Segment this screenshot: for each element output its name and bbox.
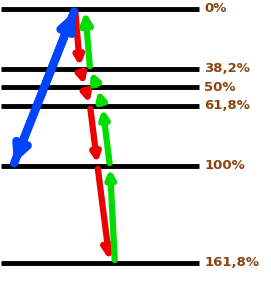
- Text: 161,8%: 161,8%: [204, 256, 259, 269]
- Text: 61,8%: 61,8%: [204, 99, 250, 112]
- Text: 38,2%: 38,2%: [204, 62, 250, 75]
- Text: 0%: 0%: [204, 3, 227, 15]
- Text: 100%: 100%: [204, 160, 245, 173]
- Text: 50%: 50%: [204, 81, 236, 94]
